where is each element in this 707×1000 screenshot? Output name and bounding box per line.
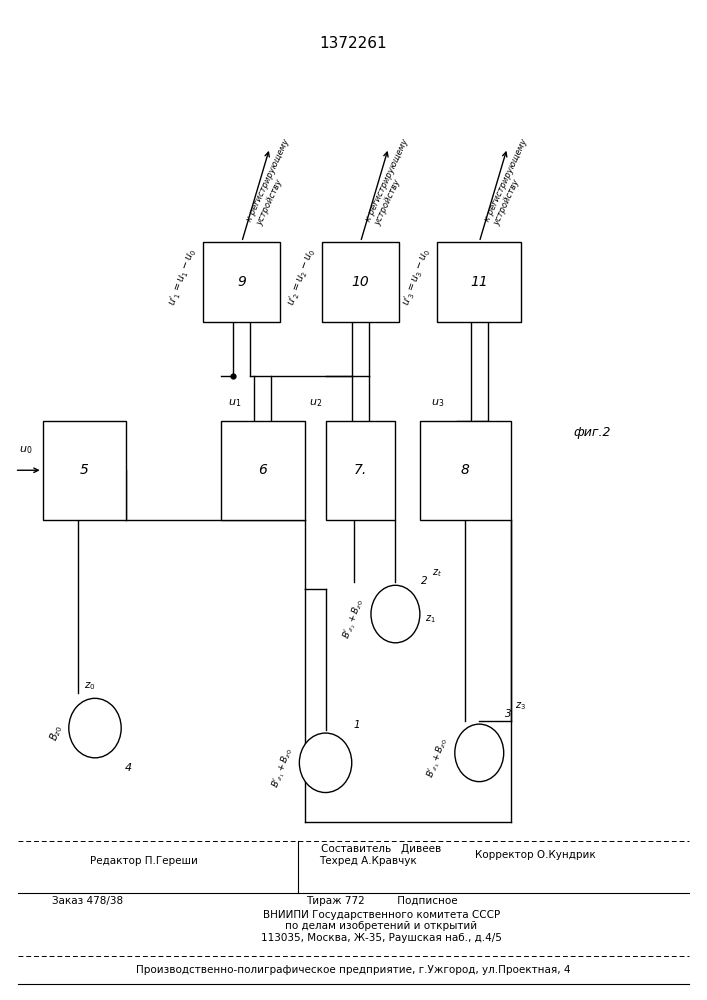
Text: Техред А.Кравчук: Техред А.Кравчук xyxy=(319,856,416,866)
Text: $B'_{z_3}+B_{z0}$: $B'_{z_3}+B_{z0}$ xyxy=(424,736,451,780)
Text: 7.: 7. xyxy=(354,463,367,477)
Text: $u_0$: $u_0$ xyxy=(18,445,32,456)
Text: 6: 6 xyxy=(258,463,267,477)
Text: Заказ 478/38: Заказ 478/38 xyxy=(52,896,124,906)
Text: 2: 2 xyxy=(421,576,428,586)
Ellipse shape xyxy=(371,585,420,643)
Text: $B'_{z_2}+B_{z0}$: $B'_{z_2}+B_{z0}$ xyxy=(341,597,368,641)
Text: 8: 8 xyxy=(461,463,469,477)
Text: $u_2$: $u_2$ xyxy=(309,397,322,409)
Text: к регистрирующему
устройству: к регистрирующему устройству xyxy=(245,137,301,227)
Text: Тираж 772          Подписное: Тираж 772 Подписное xyxy=(305,896,457,906)
Bar xyxy=(420,421,510,520)
Bar xyxy=(221,421,305,520)
Text: к регистрирующему
устройству: к регистрирующему устройству xyxy=(483,137,539,227)
Bar xyxy=(204,242,280,322)
Text: к регистрирующему
устройству: к регистрирующему устройству xyxy=(364,137,420,227)
Text: 5: 5 xyxy=(80,463,89,477)
Text: 113035, Москва, Ж-35, Раушская наб., д.4/5: 113035, Москва, Ж-35, Раушская наб., д.4… xyxy=(261,933,502,943)
Text: 10: 10 xyxy=(351,275,369,289)
Text: 11: 11 xyxy=(470,275,488,289)
Text: 3: 3 xyxy=(505,709,512,719)
Text: фиг.2: фиг.2 xyxy=(573,426,611,439)
Text: $B'_{z_1}+B_{z0}$: $B'_{z_1}+B_{z0}$ xyxy=(269,746,296,790)
Text: $B_{z0}$: $B_{z0}$ xyxy=(47,723,65,743)
Ellipse shape xyxy=(69,698,121,758)
Bar xyxy=(42,421,127,520)
Text: Производственно-полиграфическое предприятие, г.Ужгород, ул.Проектная, 4: Производственно-полиграфическое предприя… xyxy=(136,965,571,975)
Text: по делам изобретений и открытий: по делам изобретений и открытий xyxy=(286,921,477,931)
Text: $u'_2=u_2-u_0$: $u'_2=u_2-u_0$ xyxy=(285,246,319,308)
Text: $z_3$: $z_3$ xyxy=(515,700,526,712)
Text: $u_1$: $u_1$ xyxy=(228,397,241,409)
Text: $u'_3=u_3-u_0$: $u'_3=u_3-u_0$ xyxy=(400,246,434,308)
Text: $z_0$: $z_0$ xyxy=(83,681,95,692)
Text: $z_1$: $z_1$ xyxy=(426,613,436,625)
Text: $u_3$: $u_3$ xyxy=(431,397,444,409)
Ellipse shape xyxy=(299,733,352,793)
Bar xyxy=(322,242,399,322)
Bar xyxy=(438,242,521,322)
Text: Составитель   Дивеев: Составитель Дивеев xyxy=(321,844,442,854)
Bar xyxy=(325,421,395,520)
Text: 1: 1 xyxy=(354,720,360,730)
Text: $z_t$: $z_t$ xyxy=(433,567,443,579)
Text: Редактор П.Гереши: Редактор П.Гереши xyxy=(90,856,198,866)
Ellipse shape xyxy=(455,724,503,782)
Text: Корректор О.Кундрик: Корректор О.Кундрик xyxy=(475,850,595,860)
Text: $u'_1=u_1-u_0$: $u'_1=u_1-u_0$ xyxy=(166,246,200,308)
Text: ВНИИПИ Государственного комитета СССР: ВНИИПИ Государственного комитета СССР xyxy=(263,910,500,920)
Text: 9: 9 xyxy=(238,275,246,289)
Text: 4: 4 xyxy=(124,763,132,773)
Text: 1372261: 1372261 xyxy=(320,36,387,51)
